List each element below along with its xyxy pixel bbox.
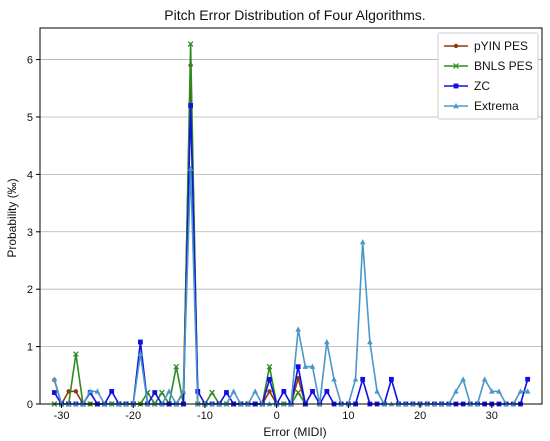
data-point [138,339,143,345]
data-point [267,376,272,382]
grid-lines [40,59,542,347]
data-point [137,351,144,357]
legend-item: pYIN PES [444,39,528,53]
chart-title: Pitch Error Distribution of Four Algorit… [164,7,425,23]
y-tick-label: 6 [27,55,33,67]
data-point [525,376,531,382]
data-point [367,339,373,345]
y-tick-label: 0 [27,399,33,411]
legend-item: BNLS PES [444,59,533,73]
legend-label: BNLS PES [474,59,533,73]
data-point [209,389,215,396]
data-point [352,376,359,382]
data-point [267,389,272,394]
data-point [310,388,315,394]
data-point [180,388,187,394]
data-point [252,388,258,394]
series-line [53,167,528,405]
plot-frame [39,27,543,405]
series-line [53,64,307,405]
series-pyin-pes [52,63,308,407]
data-point [188,103,193,108]
data-point [187,41,194,47]
y-tick-label: 4 [27,169,33,181]
data-point [295,364,301,370]
data-point [224,390,229,395]
y-tick-label: 3 [27,227,33,239]
legend-marker [453,43,459,49]
data-point [159,389,165,396]
data-point [295,375,301,381]
data-point [166,388,172,394]
series-extrema [51,165,531,407]
data-point [460,376,466,382]
x-axis-label: Error (MIDI) [263,425,326,439]
data-point [496,388,502,394]
legend-box [437,32,539,120]
x-tick-label: -10 [197,410,213,422]
legend-label: ZC [474,79,490,93]
data-point [360,376,366,382]
x-tick-label: 0 [274,410,280,422]
y-tick-label: 2 [27,284,33,296]
data-point [94,388,101,394]
data-point [302,363,309,369]
legend-label: pYIN PES [474,39,528,53]
data-point [281,388,287,394]
x-tick-label: -30 [54,410,70,422]
data-point [374,388,380,394]
series-line [53,104,529,405]
data-point [51,390,57,395]
data-point [389,376,394,382]
data-point [453,388,459,394]
data-point [324,339,330,345]
y-axis-label: Probability (‰) [5,178,19,257]
x-tick-label: 20 [414,410,426,422]
y-tick-label: 1 [27,342,33,354]
data-point [266,363,273,370]
series-line [54,43,307,405]
data-point [73,389,79,394]
x-tick-label: -20 [125,410,141,422]
x-tick-label: 10 [342,410,354,422]
legend-item: ZC [444,79,490,93]
legend-marker [453,83,459,89]
series-bnls-pes [51,41,309,407]
data-point [331,376,337,382]
axis-ticks: -30 -20 -10 0 10 20 30 0 1 2 3 4 5 6 [27,55,498,422]
data-point [230,388,237,394]
data-point [524,388,531,394]
data-point [359,239,366,245]
data-point [51,376,58,382]
data-point [295,389,302,396]
legend-marker [453,63,459,69]
data-point [152,390,158,395]
legend-item: Extrema [444,99,519,113]
data-point [481,376,488,382]
data-point [517,388,524,394]
data-point [109,388,115,394]
legend-label: Extrema [474,99,519,113]
legend-marker [453,103,459,109]
y-tick-label: 5 [27,112,33,124]
data-point [489,388,495,394]
legend: pYIN PES BNLS PES ZC Extrema [437,32,539,120]
data-point [324,388,330,394]
x-tick-label: 30 [486,410,498,422]
data-point [87,388,93,394]
data-point [309,363,316,369]
series-zc [51,103,531,407]
data-point [72,351,79,357]
data-point [187,165,194,171]
data-point [173,363,180,370]
data-point [295,326,301,332]
